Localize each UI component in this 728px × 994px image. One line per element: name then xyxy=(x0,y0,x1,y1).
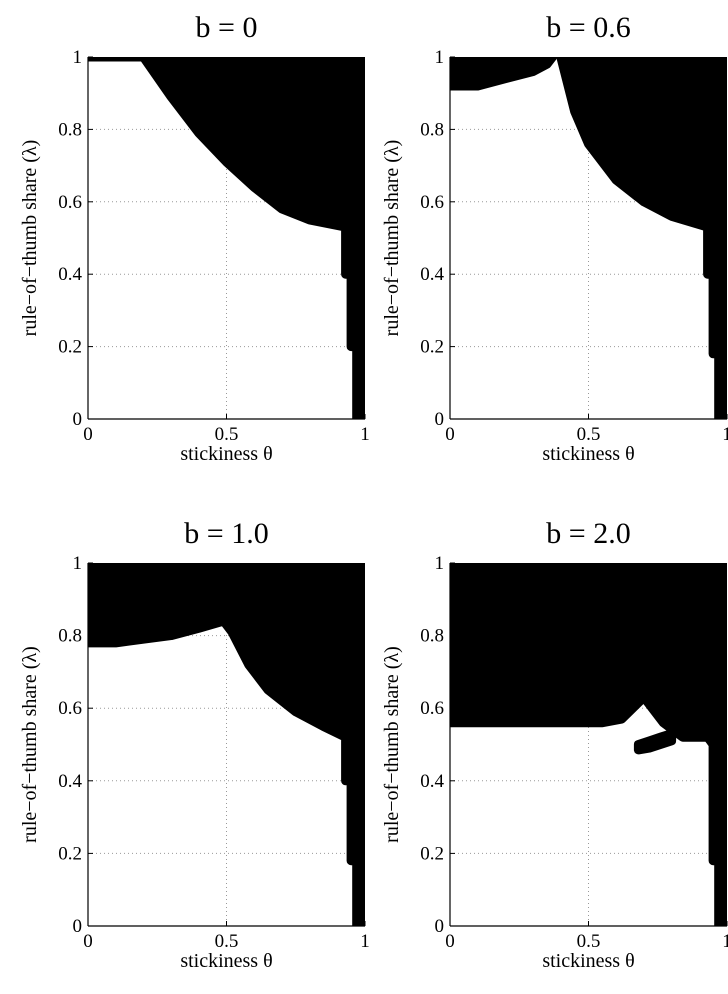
y-tick-label: 0.4 xyxy=(420,264,444,285)
x-tick-label: 1 xyxy=(722,424,728,445)
y-tick-label: 0.8 xyxy=(58,626,82,647)
y-tick-label: 0.6 xyxy=(420,192,444,213)
x-axis-label: stickiness θ xyxy=(542,443,634,465)
y-tick-label: 1 xyxy=(435,47,445,68)
black-region xyxy=(556,57,727,419)
y-tick-label: 0 xyxy=(435,916,445,937)
x-axis-label: stickiness θ xyxy=(180,443,272,465)
subplot-2: 0 0.5 1 0 0.2 0.4 0.6 0.8 1 b = 0.6 stickiness θ ru… xyxy=(381,11,728,465)
subplot-title: b = 1.0 xyxy=(184,517,268,550)
x-tick-label: 1 xyxy=(360,424,370,445)
y-tick-label: 0.6 xyxy=(420,698,444,719)
region-group xyxy=(450,57,727,419)
y-axis-label: rule−of−thumb share (λ) xyxy=(19,646,41,843)
y-tick-label: 0.4 xyxy=(58,771,82,792)
black-region xyxy=(88,563,365,926)
subplot-title: b = 0 xyxy=(196,11,258,44)
y-axis-label: rule−of−thumb share (λ) xyxy=(381,646,403,843)
x-tick-label: 0.5 xyxy=(215,931,239,952)
y-axis-label: rule−of−thumb share (λ) xyxy=(381,140,403,337)
subplot-1: 0 0.5 1 0 0.2 0.4 0.6 0.8 1 b = 0 stickiness θ rule… xyxy=(19,11,370,465)
y-axis-label: rule−of−thumb share (λ) xyxy=(19,140,41,337)
y-tick-label: 1 xyxy=(73,553,83,574)
y-tick-label: 0.4 xyxy=(58,264,82,285)
black-region xyxy=(88,57,365,419)
x-tick-label: 0.5 xyxy=(577,424,601,445)
x-tick-label: 0.5 xyxy=(215,424,239,445)
y-tick-label: 0.6 xyxy=(58,192,82,213)
y-tick-label: 0.2 xyxy=(420,843,444,864)
x-tick-label: 1 xyxy=(722,931,728,952)
y-tick-label: 0.2 xyxy=(58,843,82,864)
y-tick-label: 0 xyxy=(435,409,445,430)
subplot-title: b = 0.6 xyxy=(546,11,630,44)
black-region xyxy=(633,729,677,755)
black-region xyxy=(450,57,557,91)
y-tick-label: 1 xyxy=(435,553,445,574)
x-axis-label: stickiness θ xyxy=(542,950,634,972)
x-tick-label: 0 xyxy=(83,931,93,952)
x-axis-label: stickiness θ xyxy=(180,950,272,972)
region-group xyxy=(88,57,365,419)
x-tick-label: 0 xyxy=(83,424,93,445)
x-tick-label: 1 xyxy=(360,931,370,952)
y-tick-label: 0.8 xyxy=(420,119,444,140)
subplot-4: 0 0.5 1 0 0.2 0.4 0.6 0.8 1 b = 2.0 stickiness θ ru… xyxy=(381,517,728,972)
y-tick-label: 0.4 xyxy=(420,771,444,792)
y-tick-label: 1 xyxy=(73,47,83,68)
region-group xyxy=(88,563,365,926)
y-tick-label: 0.8 xyxy=(58,119,82,140)
x-tick-label: 0 xyxy=(445,931,455,952)
x-tick-label: 0 xyxy=(445,424,455,445)
x-tick-label: 0.5 xyxy=(577,931,601,952)
y-tick-label: 0 xyxy=(73,916,83,937)
region-group xyxy=(450,563,727,926)
y-tick-label: 0.8 xyxy=(420,626,444,647)
y-tick-label: 0 xyxy=(73,409,83,430)
subplot-3: 0 0.5 1 0 0.2 0.4 0.6 0.8 1 b = 1.0 stickiness θ ru… xyxy=(19,517,370,972)
y-tick-label: 0.6 xyxy=(58,698,82,719)
y-tick-label: 0.2 xyxy=(58,337,82,358)
y-tick-label: 0.2 xyxy=(420,337,444,358)
subplot-title: b = 2.0 xyxy=(546,517,630,550)
